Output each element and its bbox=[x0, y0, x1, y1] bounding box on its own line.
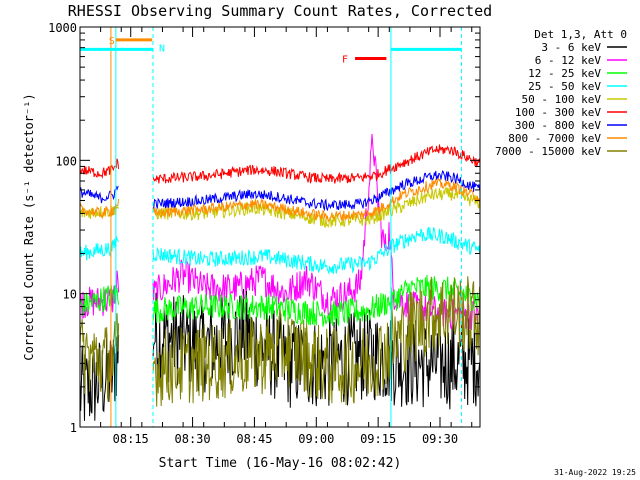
series-line-8 bbox=[79, 313, 120, 402]
series-line-0 bbox=[79, 333, 120, 421]
legend-label-4: 50 - 100 keV bbox=[522, 93, 602, 106]
series-line-3 bbox=[79, 236, 120, 261]
series-line-7 bbox=[152, 177, 481, 223]
y-tick-label-0: 1 bbox=[70, 421, 77, 435]
y-axis: 1 10 100 1000 bbox=[48, 21, 480, 435]
series-line-6 bbox=[79, 185, 119, 204]
plot-frame bbox=[79, 26, 481, 428]
plot-area: N S F bbox=[79, 27, 481, 427]
flag-label-0: S bbox=[109, 36, 115, 47]
series-line-3 bbox=[152, 226, 481, 275]
chart-title: RHESSI Observing Summary Count Rates, Co… bbox=[68, 2, 492, 20]
legend-label-6: 300 - 800 keV bbox=[515, 119, 601, 132]
x-tick-label-3: 09:00 bbox=[298, 432, 334, 446]
legend-label-0: 3 - 6 keV bbox=[541, 41, 601, 54]
legend-label-8: 7000 - 15000 keV bbox=[495, 145, 601, 158]
y-tick-label-2: 100 bbox=[55, 154, 77, 168]
x-tick-label-0: 08:15 bbox=[113, 432, 149, 446]
series-line-5 bbox=[79, 158, 120, 180]
series-line-8 bbox=[152, 276, 481, 407]
x-axis-label: Start Time (16-May-16 08:02:42) bbox=[159, 456, 402, 471]
series-line-6 bbox=[152, 170, 481, 212]
y-tick-label-3: 1000 bbox=[48, 21, 77, 35]
flag-label-1: F bbox=[342, 55, 348, 66]
legend-label-5: 100 - 300 keV bbox=[515, 106, 601, 119]
legend-label-1: 6 - 12 keV bbox=[535, 54, 602, 67]
x-tick-label-4: 09:15 bbox=[360, 432, 396, 446]
series-line-2 bbox=[79, 284, 120, 317]
series-line-1 bbox=[152, 133, 481, 331]
x-axis: 08:15 08:30 08:45 09:00 09:15 09:30 bbox=[79, 27, 473, 446]
series-line-0 bbox=[152, 289, 481, 410]
legend-title: Det 1,3, Att 0 bbox=[534, 28, 627, 41]
legend-label-3: 25 - 50 keV bbox=[528, 80, 601, 93]
y-tick-label-1: 10 bbox=[63, 288, 77, 302]
generated-date: 31-Aug-2022 19:25 bbox=[554, 468, 636, 477]
legend-label-2: 12 - 25 keV bbox=[528, 67, 601, 80]
legend-label-7: 800 - 7000 keV bbox=[508, 132, 601, 145]
y-axis-label: Corrected Count Rate (s⁻¹ detector⁻¹) bbox=[22, 93, 36, 360]
x-tick-label-2: 08:45 bbox=[236, 432, 272, 446]
x-tick-label-1: 08:30 bbox=[175, 432, 211, 446]
series-line-2 bbox=[152, 274, 481, 327]
night-label-0: N bbox=[159, 43, 165, 54]
x-tick-label-5: 09:30 bbox=[422, 432, 458, 446]
series-line-5 bbox=[152, 144, 481, 185]
series-line-4 bbox=[152, 187, 481, 229]
series-line-7 bbox=[79, 198, 120, 220]
